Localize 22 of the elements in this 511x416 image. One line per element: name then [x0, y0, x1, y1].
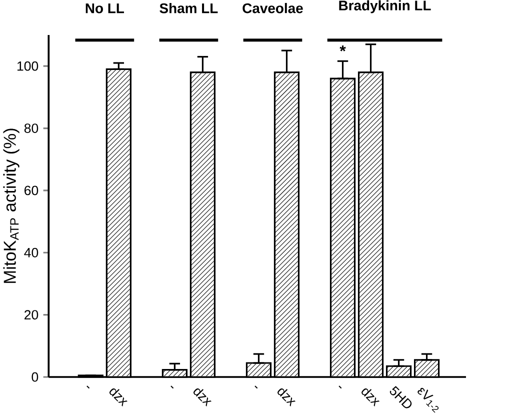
y-tick-label: 0 [32, 372, 38, 382]
y-tick-label: 40 [24, 248, 38, 258]
x-tick-label: dzx [109, 388, 128, 407]
x-tick-label: εV$_{1-2}$ [418, 388, 439, 413]
x-tick-label: - [338, 386, 342, 389]
x-tick-label: - [170, 386, 174, 389]
y-tick-label: 60 [24, 186, 38, 196]
x-tick-label: dzx [362, 388, 380, 407]
data-label: * [340, 45, 346, 52]
y-tick-label: 80 [24, 124, 38, 133]
x-tick-label: - [86, 386, 90, 389]
x-tick-label: - [254, 386, 258, 389]
y-tick-label: 20 [24, 310, 38, 320]
y-axis-title: MitoK$_{ATP}$ activity (%) [3, 128, 20, 283]
text: No LL [86, 3, 124, 14]
text: Caveolae [242, 2, 303, 14]
text: Sham LL [160, 2, 218, 14]
x-tick-label: 5HD [390, 386, 412, 408]
y-tick-label: 100 [17, 61, 38, 71]
x-tick-label: dzx [193, 388, 212, 407]
text: Bradykinin LL [339, 0, 431, 14]
x-tick-label: dzx [278, 388, 296, 407]
